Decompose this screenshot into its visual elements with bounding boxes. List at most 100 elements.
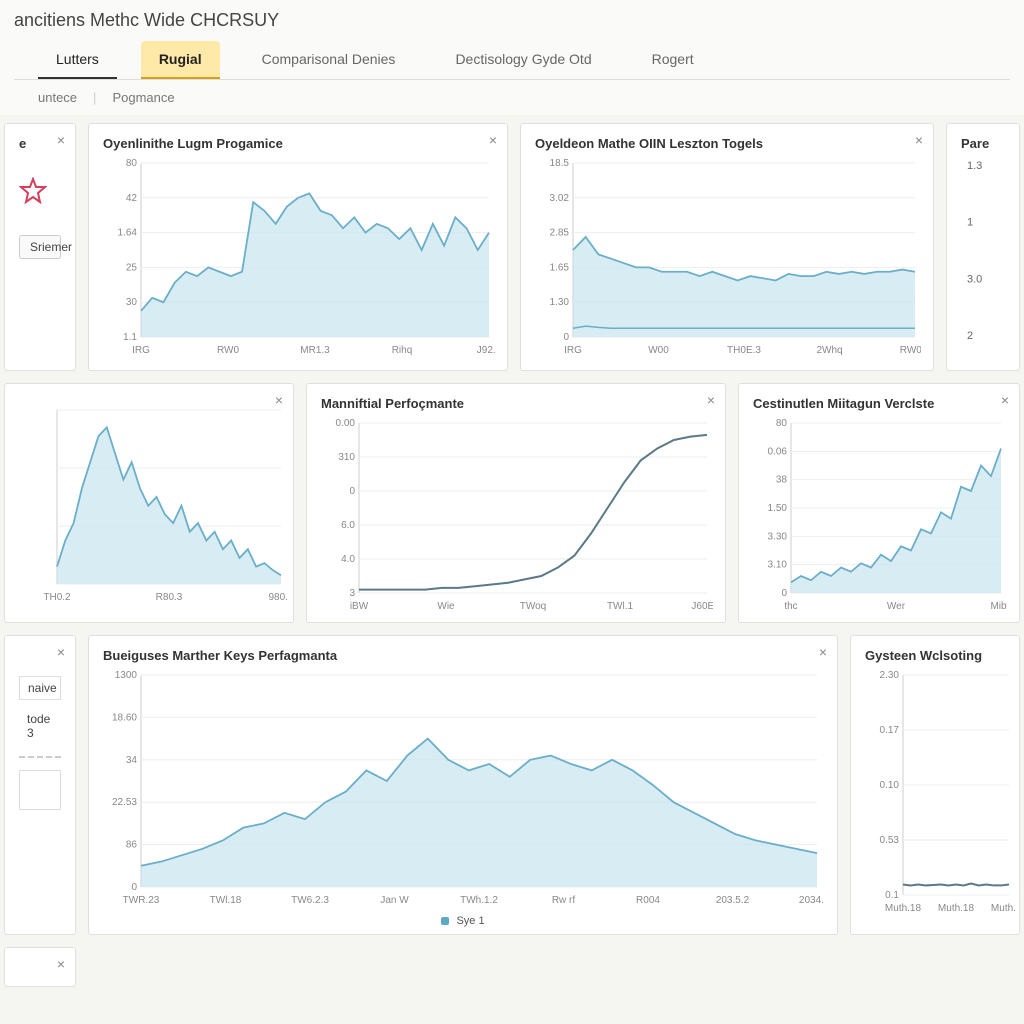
close-icon[interactable]: × [915,132,923,148]
tab-lutters[interactable]: Lutters [38,41,117,79]
chart-area: 2.300.170.100.530.1Muth.18Muth.18Muth.18 [865,671,1005,924]
chart-title: Oyeldeon Mathe OIIN Leszton Togels [535,136,919,151]
svg-text:3.30: 3.30 [768,531,788,542]
close-icon[interactable]: × [707,392,715,408]
close-icon[interactable]: × [819,644,827,660]
card-pare: Pare 1.313.02 [946,123,1020,371]
tab-rogert[interactable]: Rogert [634,41,712,79]
svg-text:2Whq: 2Whq [816,345,842,356]
stub-title: e [19,136,61,151]
tab-comparisonal[interactable]: Comparisonal Denies [244,41,414,79]
svg-text:TWl.1: TWl.1 [607,601,634,612]
svg-text:TWR.23: TWR.23 [123,895,160,906]
svg-text:R004: R004 [636,895,660,906]
svg-text:W00: W00 [648,345,669,356]
legend-dot-icon [441,917,449,925]
svg-text:203.5.2: 203.5.2 [716,895,750,906]
chart-title: Bueiguses Marther Keys Perfagmanta [103,648,823,663]
close-icon[interactable]: × [57,132,65,148]
svg-text:0.10: 0.10 [880,780,900,791]
svg-text:25: 25 [126,262,138,273]
svg-text:IRG: IRG [132,345,150,356]
svg-text:86: 86 [126,840,138,851]
breadcrumb: untece Pogmance [14,80,1010,115]
breadcrumb-item[interactable]: Pogmance [93,90,175,105]
tab-rugial[interactable]: Rugial [141,41,220,79]
svg-text:1.30: 1.30 [550,297,570,308]
svg-text:thc: thc [784,601,797,612]
svg-text:18.60: 18.60 [112,712,137,723]
star-icon [19,177,47,205]
card-cestinutlen: × Cestinutlen Miitagun Verclste 800.0638… [738,383,1020,623]
chart-title: Oyenlinithe Lugm Progamice [103,136,493,151]
chart-area: 130018.603422.53860TWR.23TWl.18TW6.2.3Ja… [103,671,823,909]
card-mountain: × TH0.2R80.3980.3 [4,383,294,623]
svg-text:iBW: iBW [350,601,369,612]
svg-text:0.17: 0.17 [880,725,900,736]
svg-text:18.5: 18.5 [550,159,570,169]
svg-text:1.3: 1.3 [967,160,982,172]
svg-text:22.53: 22.53 [112,797,137,808]
naive-button[interactable]: naive [19,676,61,700]
close-icon[interactable]: × [57,956,65,972]
svg-text:2034.10: 2034.10 [799,895,823,906]
svg-text:TH0E.3: TH0E.3 [727,345,761,356]
svg-text:Wie: Wie [437,601,455,612]
tode-label: tode 3 [19,708,61,744]
svg-text:Wer: Wer [887,601,906,612]
svg-text:42: 42 [126,193,138,204]
svg-text:MR1.3: MR1.3 [300,345,330,356]
svg-text:1.1: 1.1 [123,332,137,343]
svg-text:0: 0 [349,486,355,497]
svg-text:3.0: 3.0 [967,273,982,285]
svg-text:R80.3: R80.3 [156,592,183,603]
svg-text:1.65: 1.65 [550,262,570,273]
chart-title: Manniftial Perfoçmante [321,396,711,411]
svg-text:0.1: 0.1 [885,890,899,901]
svg-text:980.3: 980.3 [268,592,287,603]
close-icon[interactable]: × [1001,392,1009,408]
breadcrumb-item[interactable]: untece [38,90,77,105]
svg-text:3.02: 3.02 [550,193,570,204]
card-side-controls: × naive tode 3 [4,635,76,935]
svg-text:30: 30 [126,297,138,308]
close-icon[interactable]: × [57,644,65,660]
svg-text:Rihq: Rihq [392,345,413,356]
svg-text:1.64: 1.64 [118,228,138,239]
svg-text:0.53: 0.53 [880,835,900,846]
svg-text:IRG: IRG [564,345,582,356]
divider [19,756,61,758]
chart-area: TH0.2R80.3980.3 [19,406,279,612]
svg-text:1300: 1300 [115,671,138,681]
svg-text:TWoq: TWoq [520,601,547,612]
svg-text:3.10: 3.10 [768,560,788,571]
row-2: × TH0.2R80.3980.3 × Manniftial Perfoçman… [4,383,1020,623]
chart-area: 800.06381.503.303.100thcWerMiby [753,419,1005,615]
card-oyeldeon: × Oyeldeon Mathe OIIN Leszton Togels 18.… [520,123,934,371]
chart-title: Pare [961,136,1005,151]
tab-dectisology[interactable]: Dectisology Gyde Otd [437,41,609,79]
svg-text:RW0: RW0 [217,345,239,356]
sriemer-button[interactable]: Sriemer [19,235,61,259]
chart-area: 80421.6425301.1IRGRW0MR1.3RihqJ92.1 [103,159,493,360]
page-title: ancitiens Methc Wide CHCRSUY [14,10,1010,41]
header: ancitiens Methc Wide CHCRSUY Lutters Rug… [0,0,1024,115]
svg-text:0.06: 0.06 [768,446,788,457]
svg-text:3: 3 [349,588,355,599]
row-4: × [4,947,1020,987]
input-box[interactable] [19,770,61,810]
svg-text:4.0: 4.0 [341,554,355,565]
chart-title: Cestinutlen Miitagun Verclste [753,396,1005,411]
svg-text:TWl.18: TWl.18 [210,895,242,906]
tabs: Lutters Rugial Comparisonal Denies Decti… [14,41,1010,80]
dashboard: × e Sriemer × Oyenlinithe Lugm Progamice… [0,115,1024,995]
svg-text:2.30: 2.30 [880,671,900,681]
row-1: × e Sriemer × Oyenlinithe Lugm Progamice… [4,123,1020,371]
svg-text:Jan W: Jan W [380,895,409,906]
svg-text:Muth.18: Muth.18 [938,903,975,914]
chart-area: 0.0031006.04.03iBWWieTWoqTWl.1J60E.3 [321,419,711,615]
row-3: × naive tode 3 × Bueiguses Marther Keys … [4,635,1020,935]
close-icon[interactable]: × [489,132,497,148]
svg-text:0: 0 [781,588,787,599]
svg-text:RW0.0: RW0.0 [900,345,921,356]
